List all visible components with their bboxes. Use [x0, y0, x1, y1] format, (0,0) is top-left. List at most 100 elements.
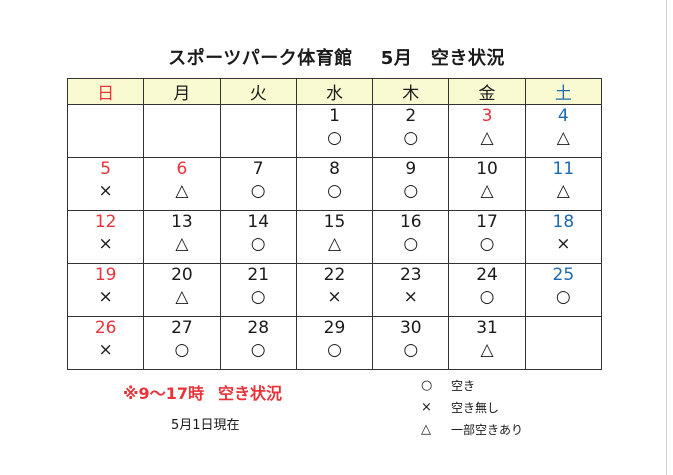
- day-cell: 5 ×: [66, 157, 145, 211]
- weekday-tue: 火: [219, 78, 297, 105]
- day-cell: 6 △: [143, 157, 221, 211]
- day-number: 14: [247, 212, 270, 232]
- day-number: 8: [329, 159, 340, 179]
- availability-mark: ○: [403, 128, 419, 148]
- day-cell: 22 ×: [295, 263, 374, 317]
- day-cell: 12 ×: [66, 210, 145, 264]
- weekday-sat: 土: [524, 78, 603, 105]
- availability-mark: ×: [98, 181, 113, 201]
- availability-mark: ×: [98, 340, 113, 360]
- weekday-mon: 月: [143, 78, 221, 105]
- day-cell: 21 ○: [219, 263, 297, 317]
- availability-mark: ○: [479, 234, 495, 254]
- unavailable-icon: ×: [421, 399, 432, 415]
- availability-mark: ○: [250, 287, 266, 307]
- availability-mark: ○: [403, 181, 419, 201]
- day-number: 18: [552, 212, 575, 232]
- availability-mark: ×: [98, 287, 113, 307]
- day-cell: 13 △: [143, 210, 221, 264]
- day-cell: 3 △: [448, 104, 526, 158]
- weekday-sun: 日: [66, 78, 145, 105]
- day-cell: 10 △: [448, 157, 526, 211]
- availability-mark: ○: [327, 181, 342, 201]
- availability-mark: ○: [250, 181, 266, 201]
- day-number: 16: [399, 212, 422, 232]
- availability-mark: ○: [327, 340, 342, 360]
- day-cell: 24 ○: [448, 263, 526, 317]
- day-cell: 15 △: [295, 210, 374, 264]
- availability-mark: △: [480, 128, 494, 148]
- day-number: 5: [100, 159, 112, 179]
- facility-name: スポーツパーク体育館: [168, 48, 353, 69]
- day-cell: [66, 104, 145, 158]
- availability-mark: △: [327, 234, 342, 254]
- day-cell: 20 △: [143, 263, 221, 317]
- availability-mark: △: [175, 234, 189, 254]
- week-row: 5 × 6 △ 7 ○ 8 ○ 9 ○ 10 △ 11 △: [66, 157, 603, 211]
- hours-note-label: 空き状況: [217, 384, 282, 403]
- day-cell: 18 ×: [524, 210, 603, 264]
- legend-label: 一部空きあり: [451, 422, 524, 437]
- week-row: 1 ○ 2 ○ 3 △ 4 △: [66, 104, 603, 158]
- day-cell: 25 ○: [524, 263, 603, 317]
- availability-mark: △: [480, 340, 494, 360]
- legend-label: 空き: [451, 378, 476, 393]
- day-number: 31: [476, 318, 498, 338]
- day-cell: 31 △: [448, 316, 526, 370]
- day-cell: 4 △: [524, 104, 603, 158]
- availability-mark: ×: [327, 287, 342, 307]
- day-cell: 8 ○: [295, 157, 374, 211]
- day-number: 10: [476, 159, 498, 179]
- day-number: 27: [171, 318, 193, 338]
- week-row: 19 × 20 △ 21 ○ 22 × 23 × 24 ○ 25 ○: [66, 263, 603, 317]
- week-row: 26 × 27 ○ 28 ○ 29 ○ 30 ○ 31 △: [66, 316, 603, 370]
- day-number: 17: [476, 212, 498, 232]
- day-number: 2: [405, 106, 417, 126]
- day-cell: 23 ×: [372, 263, 450, 317]
- hours-note-time: ※9〜17時: [123, 384, 204, 403]
- day-number: 3: [481, 106, 493, 126]
- day-number: 4: [557, 106, 569, 126]
- availability-mark: ○: [555, 287, 571, 307]
- availability-mark: ○: [327, 128, 342, 148]
- availability-mark: △: [556, 181, 570, 201]
- day-cell: [524, 316, 603, 370]
- availability-mark: ×: [556, 234, 571, 254]
- available-icon: ○: [421, 377, 433, 393]
- day-number: 21: [247, 265, 270, 285]
- day-cell: 27 ○: [143, 316, 221, 370]
- day-number: 1: [329, 106, 340, 126]
- day-cell: 14 ○: [219, 210, 297, 264]
- weekday-thu: 木: [372, 78, 450, 105]
- week-row: 12 × 13 △ 14 ○ 15 △ 16 ○ 17 ○ 18 ×: [66, 210, 603, 264]
- day-number: 7: [252, 159, 264, 179]
- day-number: 15: [323, 212, 346, 232]
- weekday-wed: 水: [295, 78, 374, 105]
- availability-mark: △: [480, 181, 494, 201]
- availability-mark: ○: [174, 340, 190, 360]
- day-number: 11: [552, 159, 575, 179]
- day-cell: 11 △: [524, 157, 603, 211]
- availability-calendar: 日 月 火 水 木 金 土 1 ○ 2 ○ 3 △ 4 △ 5 × 6 △ 7 ○ 8 ○ 9 ○…: [66, 78, 603, 370]
- day-cell: 17 ○: [448, 210, 526, 264]
- day-number: 22: [323, 265, 346, 285]
- day-cell: 30 ○: [372, 316, 450, 370]
- availability-mark: ○: [403, 340, 419, 360]
- day-cell: 29 ○: [295, 316, 374, 370]
- availability-mark: ○: [479, 287, 495, 307]
- hours-note: ※9〜17時 空き状況: [123, 380, 282, 404]
- day-number: 6: [176, 159, 188, 179]
- day-number: 26: [94, 318, 117, 338]
- availability-mark: △: [175, 181, 189, 201]
- legend-item: × 空き無し: [421, 396, 523, 418]
- day-cell: [219, 104, 297, 158]
- day-number: 20: [171, 265, 193, 285]
- availability-mark: ○: [250, 234, 266, 254]
- day-number: 23: [399, 265, 422, 285]
- availability-mark: ○: [250, 340, 266, 360]
- day-number: 28: [247, 318, 270, 338]
- availability-mark: △: [556, 128, 570, 148]
- day-cell: 19 ×: [66, 263, 145, 317]
- day-cell: 16 ○: [372, 210, 450, 264]
- day-number: 25: [552, 265, 575, 285]
